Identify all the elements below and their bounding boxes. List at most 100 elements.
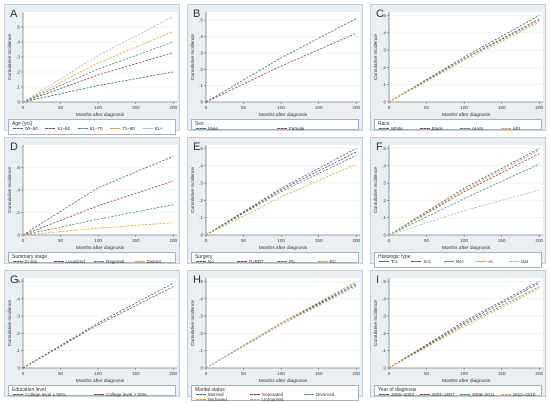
x-tick-label: 0	[22, 371, 25, 376]
legend-label: College level ≤ 50%	[25, 392, 66, 397]
plot-svg: 0 .2 .4 .6 0 50 100 150 200 Months after diagnosi…	[5, 138, 181, 265]
legend-item: 00–50	[13, 126, 38, 131]
legend-label: Scc	[423, 259, 431, 264]
legend-item: Male	[196, 126, 218, 131]
y-axis-label: Cumulative Incidence	[373, 167, 379, 213]
chart-panel-c: 0.1.2.3.4.5 0 50 100 150 200 Months after diag…	[370, 4, 546, 131]
legend-swatch	[250, 394, 260, 395]
legend-swatch	[379, 394, 389, 395]
legend-swatch	[196, 261, 206, 262]
y-tick-label: 0	[383, 233, 386, 238]
legend-label: College level > 50%	[106, 392, 147, 397]
x-tick-label: 100	[460, 371, 468, 376]
y-tick-label: .5	[16, 25, 20, 30]
legend-label: Widowed	[208, 397, 227, 402]
legend-label: 51–60	[57, 126, 70, 131]
x-tick-label: 50	[241, 371, 247, 376]
plot-svg: 0 .1 .2 .3 .4 .5 0 50 100 150 200 Months after diag…	[371, 5, 547, 132]
panel-letter: D	[10, 141, 18, 153]
legend-item: Oat	[509, 259, 528, 264]
legend-swatch	[45, 128, 55, 129]
legend-swatch	[13, 261, 23, 262]
y-tick-label: .1	[199, 83, 203, 88]
chart-panel-f: 0 .1 .2 .3 .4 .5 0 50 100 150 200 Months after diag…	[370, 137, 546, 264]
legend-swatch	[196, 128, 206, 129]
legend-item: College level ≤ 50%	[13, 392, 66, 397]
plot-svg: 0 .1 .2 .3 .4 .5 0 50 100 150 200 Months after diag…	[371, 138, 547, 265]
legend-item: 2012–2016	[501, 392, 536, 397]
legend: Year of diagnosis 2000–2003 2004–2007 2008–…	[374, 385, 542, 396]
legend-item: RC	[318, 259, 337, 264]
x-tick-label: 0	[388, 105, 391, 110]
legend-item: White	[379, 126, 403, 131]
legend-label: Male	[208, 126, 218, 131]
x-tick-label: 150	[315, 371, 323, 376]
panel-letter: H	[193, 274, 201, 286]
legend: Marital status Married Separated Divorced Wi…	[191, 385, 359, 401]
panel-letter: B	[193, 8, 200, 20]
legend-label: Nec	[456, 259, 464, 264]
x-tick-label: 100	[94, 238, 102, 243]
legend-item: Female	[277, 126, 304, 131]
y-tick-label: .4	[16, 40, 20, 45]
x-tick-label: 200	[535, 105, 543, 110]
y-axis-label: Cumulative Incidence	[190, 167, 196, 213]
y-tick-label: .2	[16, 331, 20, 336]
y-tick-label: .1	[382, 215, 386, 220]
x-tick-label: 200	[352, 371, 360, 376]
x-tick-label: 0	[388, 371, 391, 376]
legend-label: TURBT	[249, 259, 264, 264]
y-tick-label: .1	[382, 82, 386, 87]
legend-item: PC	[277, 259, 295, 264]
x-tick-label: 100	[277, 238, 285, 243]
y-tick-label: .3	[382, 314, 386, 319]
y-tick-label: .2	[16, 210, 20, 215]
legend-swatch	[250, 399, 260, 400]
y-tick-label: .3	[382, 181, 386, 186]
y-tick-label: .1	[199, 348, 203, 353]
y-tick-label: .4	[16, 296, 20, 301]
y-tick-label: .4	[199, 296, 203, 301]
y-tick-label: 0	[200, 100, 203, 105]
legend-swatch	[411, 261, 421, 262]
legend-swatch	[94, 261, 104, 262]
y-tick-label: .2	[382, 331, 386, 336]
y-tick-label: 0	[383, 100, 386, 105]
y-tick-label: .4	[382, 296, 386, 301]
legend-swatch	[277, 128, 287, 129]
x-axis-label: Months after diagnosis	[76, 245, 125, 251]
panel-letter: G	[10, 274, 19, 286]
legend-swatch	[444, 261, 454, 262]
legend-label: In situ	[25, 259, 37, 264]
x-axis-label: Months after diagnosis	[259, 112, 308, 118]
x-tick-label: 0	[205, 238, 208, 243]
legend: Summary stage In situ Localized Regional Dis…	[8, 252, 176, 263]
x-axis-label: Months after diagnosis	[442, 112, 491, 118]
legend-swatch	[143, 128, 153, 129]
legend-swatch	[196, 394, 206, 395]
legend-label: Black	[432, 126, 443, 131]
legend-item: Nec	[444, 259, 464, 264]
y-tick-label: .4	[199, 163, 203, 168]
plot-svg: 0 .1 .2 .3 .4 .5 0 50 100 150 200 Months after diag…	[188, 5, 364, 132]
x-tick-label: 200	[169, 105, 177, 110]
y-tick-label: 0	[17, 366, 20, 371]
y-tick-label: .3	[199, 314, 203, 319]
x-tick-label: 50	[424, 105, 430, 110]
legend-label: 71–80	[122, 126, 135, 131]
legend-item: Unmarried	[250, 397, 283, 402]
x-tick-label: 100	[277, 105, 285, 110]
y-tick-label: 0	[200, 366, 203, 371]
x-axis-label: Months after diagnosis	[259, 378, 308, 384]
x-tick-label: 50	[241, 238, 247, 243]
legend-swatch	[135, 261, 145, 262]
legend-label: 61–70	[90, 126, 103, 131]
y-tick-label: .3	[16, 55, 20, 60]
y-tick-label: .2	[199, 331, 203, 336]
legend-item: Distant	[135, 259, 161, 264]
legend-item: Localized	[54, 259, 85, 264]
legend-item: Regional	[94, 259, 124, 264]
x-tick-label: 200	[352, 238, 360, 243]
x-tick-label: 100	[94, 105, 102, 110]
plot-svg: 0 .1 .2 .3 .4 .5 0 50 100 150 200 Months after diag…	[5, 5, 181, 132]
